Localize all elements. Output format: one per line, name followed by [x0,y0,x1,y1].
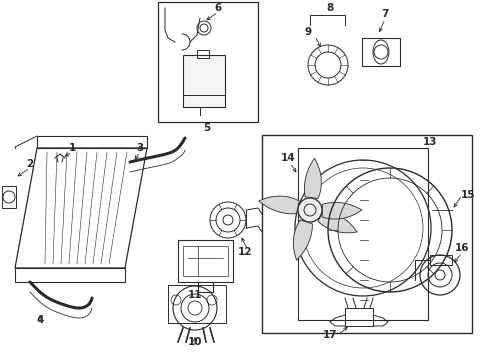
Bar [262,135,472,333]
Bar [362,38,400,66]
Bar [183,246,228,276]
Bar [298,148,428,320]
Circle shape [298,198,322,222]
Text: 4: 4 [36,315,44,325]
Bar [168,285,226,323]
Polygon shape [318,210,357,233]
Polygon shape [259,196,299,214]
Text: 16: 16 [455,243,469,253]
Text: 12: 12 [238,247,252,257]
Bar [345,308,373,326]
Text: 5: 5 [203,123,211,133]
Polygon shape [294,220,313,260]
Bar [158,2,258,122]
Polygon shape [322,202,362,219]
Text: 15: 15 [461,190,475,200]
Text: 6: 6 [215,3,221,13]
Text: 3: 3 [136,143,144,153]
Bar [430,255,452,265]
Text: 14: 14 [281,153,295,163]
Text: 1: 1 [69,143,75,153]
Text: 11: 11 [188,290,202,300]
Text: 13: 13 [423,137,437,147]
Text: 17: 17 [323,330,337,340]
Text: 9: 9 [304,27,312,37]
Bar [2,186,16,208]
Text: 10: 10 [188,337,202,347]
Text: 7: 7 [381,9,389,19]
Text: 8: 8 [326,3,334,13]
Bar [183,55,225,107]
Bar [178,240,233,282]
Bar [197,50,209,58]
Text: 2: 2 [26,159,34,169]
Polygon shape [304,158,321,198]
